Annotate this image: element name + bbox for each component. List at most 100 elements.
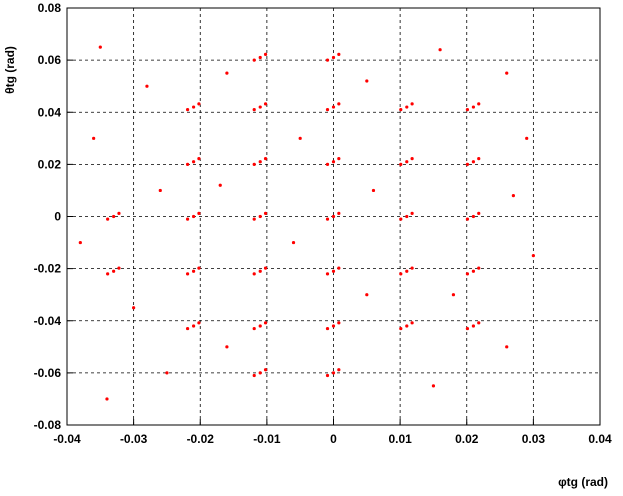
point: [465, 326, 470, 331]
point: [191, 160, 196, 164]
point: [78, 240, 82, 245]
point: [365, 79, 369, 83]
point: [252, 272, 256, 276]
point: [252, 162, 256, 166]
point: [337, 368, 341, 372]
point: [197, 321, 201, 325]
point: [331, 160, 336, 164]
point: [258, 324, 262, 328]
point: [331, 105, 336, 109]
point: [145, 84, 149, 88]
point: [410, 157, 414, 161]
point: [291, 240, 296, 245]
point: [405, 324, 409, 328]
x-tick-label: 0.03: [522, 432, 546, 446]
x-axis-label: φtg (rad): [558, 475, 608, 489]
point: [405, 269, 409, 273]
point: [531, 253, 535, 258]
point: [505, 71, 509, 75]
point: [185, 326, 190, 331]
point: [263, 368, 268, 372]
x-tick-label: 0.01: [388, 432, 412, 446]
point: [451, 293, 456, 297]
point: [465, 108, 470, 112]
point: [511, 194, 515, 198]
point: [185, 108, 190, 112]
y-tick-label: -0.04: [34, 314, 62, 328]
point: [331, 371, 336, 375]
x-tick-label: 0.04: [588, 432, 612, 446]
point: [465, 217, 470, 221]
point: [325, 217, 330, 221]
point: [477, 102, 481, 106]
point: [263, 102, 268, 106]
point: [505, 345, 509, 349]
point: [399, 108, 403, 112]
point: [371, 188, 376, 193]
point: [191, 269, 196, 273]
point: [298, 136, 302, 140]
y-tick-label: 0.08: [38, 1, 62, 15]
point: [117, 266, 121, 270]
point: [252, 326, 256, 331]
point: [325, 108, 330, 112]
point: [331, 55, 336, 60]
point: [337, 211, 341, 215]
point: [158, 188, 162, 193]
point: [258, 105, 262, 109]
point: [263, 266, 268, 270]
point: [477, 211, 481, 215]
point: [165, 371, 169, 375]
point: [337, 52, 341, 56]
y-axis-label: θtg (rad): [3, 46, 17, 94]
point: [185, 272, 190, 276]
point: [191, 324, 196, 328]
point: [399, 162, 403, 166]
point: [252, 217, 256, 221]
y-tick-label: -0.08: [34, 418, 62, 432]
x-tick-label: 0.02: [455, 432, 479, 446]
point: [465, 162, 470, 166]
point: [399, 272, 403, 276]
point: [325, 58, 330, 62]
y-tick-label: -0.06: [34, 366, 62, 380]
point: [399, 326, 403, 331]
point: [185, 162, 190, 166]
y-tick-label: -0.02: [34, 262, 62, 276]
y-tick-label: 0.02: [38, 157, 62, 171]
point: [225, 71, 229, 75]
point: [405, 160, 409, 164]
point: [325, 272, 330, 276]
point: [258, 371, 262, 375]
point: [252, 108, 256, 112]
point: [263, 52, 268, 56]
point: [331, 214, 336, 219]
point: [258, 269, 262, 273]
point: [263, 321, 268, 325]
point: [106, 217, 110, 221]
point: [218, 183, 222, 187]
point: [365, 293, 369, 297]
point: [263, 211, 268, 215]
point: [410, 321, 414, 325]
point: [325, 162, 330, 166]
x-tick-label: -0.03: [120, 432, 148, 446]
x-tick-label: -0.04: [53, 432, 81, 446]
point: [337, 157, 341, 161]
point: [477, 157, 481, 161]
point: [117, 211, 121, 215]
point: [197, 102, 201, 106]
point: [252, 58, 256, 62]
point: [431, 384, 436, 388]
x-tick-label: 0: [330, 432, 337, 446]
point: [185, 217, 190, 221]
point: [438, 48, 442, 52]
point: [410, 211, 414, 215]
point: [399, 217, 403, 221]
point: [410, 102, 414, 106]
point: [471, 324, 476, 328]
point: [105, 397, 109, 401]
point: [471, 160, 476, 164]
point: [112, 269, 116, 273]
